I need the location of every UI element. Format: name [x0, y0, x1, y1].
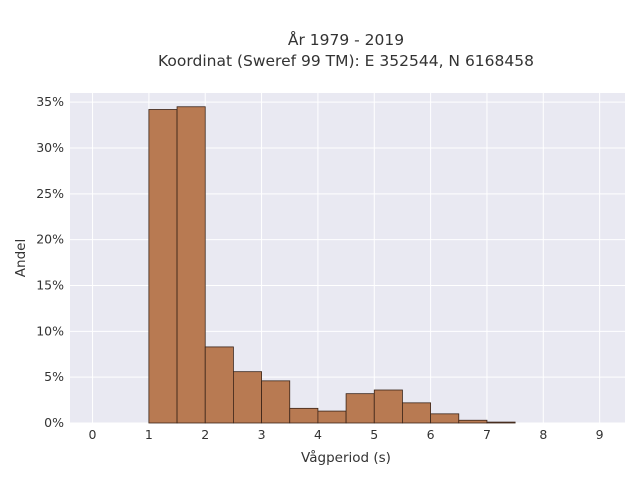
y-tick-label: 30% — [36, 140, 64, 155]
y-tick-label: 20% — [36, 232, 64, 247]
x-tick-label: 2 — [201, 427, 209, 442]
x-tick-label: 3 — [258, 427, 266, 442]
y-tick-label: 25% — [36, 186, 64, 201]
y-tick-label: 5% — [44, 369, 64, 384]
x-tick-label: 8 — [539, 427, 547, 442]
x-tick-labels: 0 1 2 3 4 5 6 7 8 9 — [89, 427, 604, 442]
histogram-bar — [261, 380, 291, 424]
histogram-bar — [486, 421, 516, 424]
y-tick-label: 35% — [36, 94, 64, 109]
histogram-bar — [430, 413, 460, 424]
histogram-bar — [176, 106, 206, 424]
x-tick-label: 5 — [370, 427, 378, 442]
histogram-bar — [148, 109, 178, 424]
x-tick-label: 1 — [145, 427, 153, 442]
y-tick-labels: 0% 5% 10% 15% 20% 25% 30% 35% — [36, 94, 64, 430]
histogram-bar — [233, 371, 262, 424]
bars — [148, 106, 516, 424]
x-tick-label: 4 — [314, 427, 322, 442]
y-tick-label: 10% — [36, 323, 64, 338]
histogram-bar — [458, 419, 488, 424]
x-axis-label: Vågperiod (s) — [301, 449, 391, 466]
x-tick-label: 6 — [427, 427, 435, 442]
histogram-bar — [317, 410, 347, 424]
x-tick-label: 0 — [89, 427, 97, 442]
x-tick-label: 7 — [483, 427, 491, 442]
y-tick-label: 15% — [36, 278, 64, 293]
chart-title-line-1: År 1979 - 2019 — [288, 30, 404, 49]
histogram-bar — [204, 346, 234, 424]
histogram-bar — [373, 389, 403, 424]
y-tick-label: 0% — [44, 415, 64, 430]
histogram-bar — [402, 402, 432, 424]
histogram-bar — [289, 407, 319, 424]
x-tick-label: 9 — [596, 427, 604, 442]
histogram-bar — [345, 393, 375, 424]
y-axis-label: Andel — [13, 239, 29, 277]
chart-title-line-2: Koordinat (Sweref 99 TM): E 352544, N 61… — [158, 52, 534, 70]
